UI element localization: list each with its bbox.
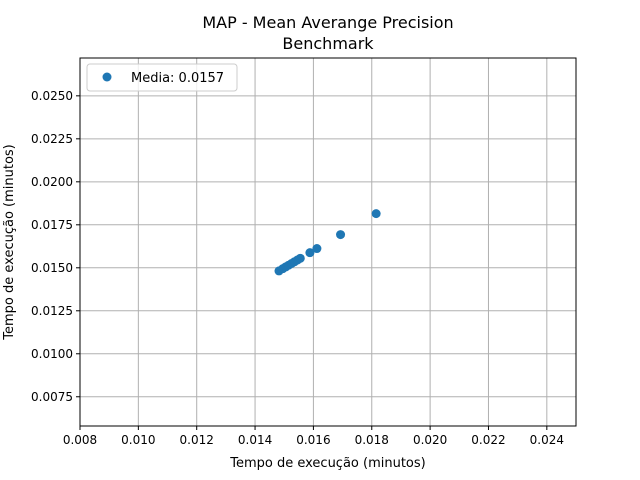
legend-label: Media: 0.0157 <box>131 71 224 86</box>
y-tick-label: 0.0200 <box>31 175 73 189</box>
legend-box <box>86 63 238 92</box>
data-point <box>336 230 346 240</box>
legend-marker <box>102 72 112 82</box>
chart-title: MAP - Mean Averange Precision <box>202 13 453 32</box>
axis-ticks: 0.008 0.010 0.012 0.014 0.016 0.018 0.020 0.022… <box>31 89 564 447</box>
x-tick-label: 0.010 <box>121 433 155 447</box>
x-tick-label: 0.024 <box>530 433 564 447</box>
data-point <box>305 248 315 258</box>
x-tick-label: 0.008 <box>63 433 97 447</box>
data-point <box>312 244 322 254</box>
plot-area-frame <box>79 57 577 427</box>
x-tick-label: 0.014 <box>238 433 272 447</box>
x-tick-label: 0.016 <box>296 433 330 447</box>
chart-subtitle: Benchmark <box>282 34 374 53</box>
y-tick-label: 0.0225 <box>31 132 73 146</box>
data-point <box>371 209 381 219</box>
y-tick-label: 0.0150 <box>31 261 73 275</box>
x-axis-label: Tempo de execução (minutos) <box>229 456 425 471</box>
x-tick-label: 0.020 <box>413 433 447 447</box>
legend: Media: 0.0157 <box>86 63 238 92</box>
y-tick-label: 0.0075 <box>31 390 73 404</box>
grid-lines <box>79 58 576 426</box>
x-tick-label: 0.022 <box>471 433 505 447</box>
data-point <box>295 253 305 263</box>
x-tick-label: 0.018 <box>355 433 389 447</box>
y-tick-label: 0.0175 <box>31 218 73 232</box>
y-tick-label: 0.0250 <box>31 89 73 103</box>
y-tick-label: 0.0100 <box>31 347 73 361</box>
data-points <box>274 209 381 276</box>
y-axis-label: Tempo de execução (minutos) <box>2 144 17 340</box>
x-tick-label: 0.012 <box>180 433 214 447</box>
y-tick-label: 0.0125 <box>31 304 73 318</box>
